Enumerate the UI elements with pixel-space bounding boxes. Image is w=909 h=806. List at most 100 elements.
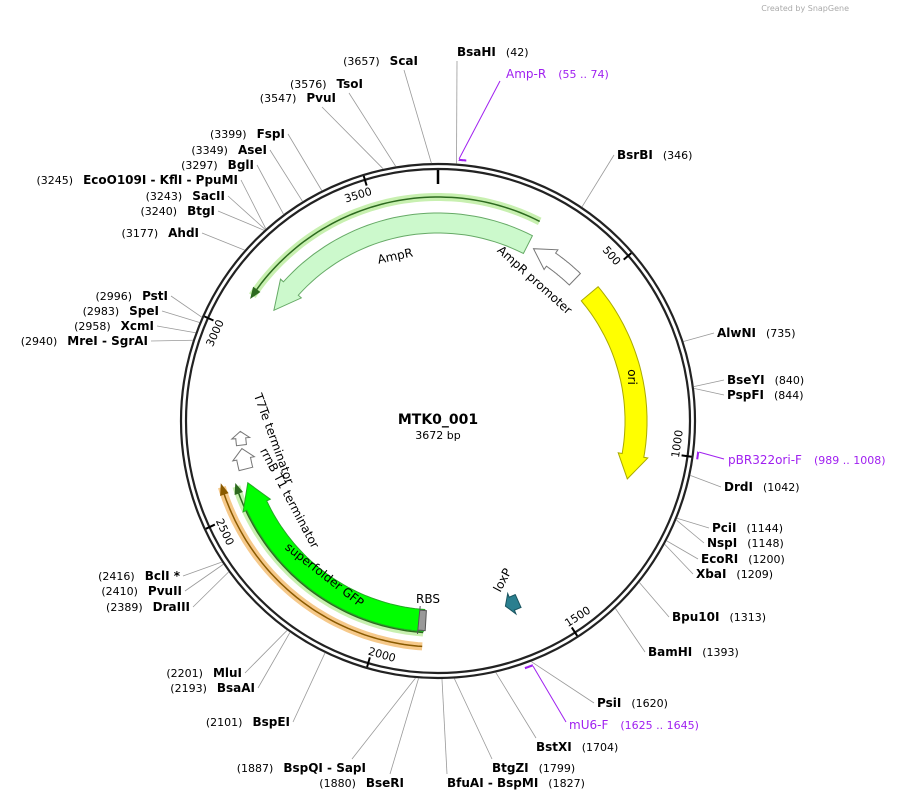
site-leader: [193, 572, 229, 607]
site-name: BglI: [228, 158, 254, 172]
site-position: (2410): [101, 585, 138, 598]
site-position: (1704): [582, 741, 619, 754]
primer-range: (55 .. 74): [558, 68, 609, 81]
site-label: PspFI(844): [727, 388, 804, 402]
site-name: MluI: [213, 666, 242, 680]
primer-label: pBR322ori-F(989 .. 1008): [728, 453, 886, 467]
site-leader: [531, 662, 594, 703]
site-leader: [694, 380, 724, 387]
site-position: (3245): [36, 174, 73, 187]
primer-leader: [533, 666, 566, 722]
site-position: (1148): [747, 537, 784, 550]
site-leader: [404, 70, 431, 163]
site-position: (3349): [191, 144, 228, 157]
site-label: (3576)TsoI: [290, 77, 363, 91]
site-label: (3297)BglI: [181, 158, 254, 172]
site-name: PvuII: [148, 584, 182, 598]
feature-label: loxP: [490, 566, 514, 594]
site-label: (3657)ScaI: [343, 54, 418, 68]
site-name: BspQI - SapI: [283, 761, 366, 775]
site-label: (2983)SpeI: [83, 304, 159, 318]
plasmid-name: MTK0_001: [398, 412, 478, 428]
site-label: BtgZI(1799): [492, 761, 575, 775]
site-position: (1393): [702, 646, 739, 659]
credit: Created by SnapGene: [761, 4, 849, 13]
site-name: Bpu10I: [672, 610, 719, 624]
site-leader: [151, 340, 193, 341]
site-label: (2201)MluI: [166, 666, 242, 680]
site-position: (42): [506, 46, 529, 59]
site-name: PciI: [712, 521, 737, 535]
site-leader: [454, 678, 492, 759]
site-label: (2996)PstI: [95, 289, 168, 303]
site-position: (1887): [237, 762, 274, 775]
site-leader: [270, 150, 303, 201]
site-label: Bpu10I (1313): [672, 610, 766, 624]
site-leader: [218, 211, 264, 230]
site-leader: [683, 333, 714, 342]
primer-label: Amp-R (55 .. 74): [506, 67, 609, 81]
site-position: (1313): [729, 611, 766, 624]
site-leader: [667, 541, 698, 559]
site-leader: [496, 672, 536, 738]
site-name: SpeI: [129, 304, 159, 318]
site-label: AlwNI(735): [717, 326, 796, 340]
site-position: (3547): [260, 92, 297, 105]
site-name: PsiI: [597, 696, 621, 710]
site-leader: [228, 196, 265, 229]
ring-tick: [682, 455, 692, 456]
site-label: (2958) XcmI: [74, 319, 154, 333]
site-label: EcoRI(1200): [701, 552, 785, 566]
site-position: (840): [775, 374, 805, 387]
ring-tick-label: 2000: [367, 645, 398, 665]
feature-label: RBS: [416, 592, 440, 606]
site-label: (3177) AhdI: [122, 226, 199, 240]
site-position: (3399): [210, 128, 247, 141]
site-label: (3243)SacII: [146, 189, 225, 203]
site-label: (2940)MreI - SgrAI: [21, 334, 148, 348]
site-position: (3177): [122, 227, 159, 240]
site-label: PciI (1144): [712, 521, 783, 535]
site-name: BsaHI: [457, 45, 496, 59]
site-name: EcoO109I - KflI - PpuMI: [83, 173, 238, 187]
site-leader: [639, 582, 669, 617]
site-leader: [677, 518, 709, 528]
site-label: (2410) PvuII: [101, 584, 182, 598]
site-name: BclI *: [145, 569, 181, 583]
site-position: (2958): [74, 320, 111, 333]
site-position: (2101): [206, 716, 243, 729]
site-leader: [245, 630, 287, 673]
site-leader: [171, 296, 202, 317]
site-name: XbaI: [696, 567, 726, 581]
site-position: (2389): [106, 601, 143, 614]
site-label: (1887) BspQI - SapI: [237, 761, 366, 775]
site-label: (2389)DraIII: [106, 600, 190, 614]
site-leader: [157, 326, 196, 333]
site-position: (2416): [98, 570, 135, 583]
site-name: NspI: [707, 536, 737, 550]
feature-label: ori: [625, 369, 639, 385]
site-name: BsaAI: [217, 681, 255, 695]
site-name: AhdI: [168, 226, 199, 240]
site-label: (3399)FspI: [210, 127, 285, 141]
site-position: (3657): [343, 55, 380, 68]
site-label: (2193)BsaAI: [170, 681, 255, 695]
primer-mark: [525, 665, 533, 668]
primer-range: (1625 .. 1645): [620, 719, 699, 732]
site-leader: [665, 544, 693, 574]
site-leader: [352, 678, 416, 759]
site-position: (3243): [146, 190, 183, 203]
primer-leader: [699, 452, 724, 459]
site-leader: [258, 632, 290, 688]
site-position: (844): [774, 389, 804, 402]
site-label: DrdI(1042): [724, 480, 800, 494]
site-name: XcmI: [121, 319, 154, 333]
primer-name: Amp-R: [506, 67, 546, 81]
primer-leader: [459, 81, 500, 159]
site-position: (1144): [747, 522, 784, 535]
site-position: (1042): [763, 481, 800, 494]
site-name: BtgZI: [492, 761, 529, 775]
site-label: (2101)BspEI: [206, 715, 290, 729]
site-label: NspI (1148): [707, 536, 784, 550]
primer-range: (989 .. 1008): [814, 454, 886, 467]
